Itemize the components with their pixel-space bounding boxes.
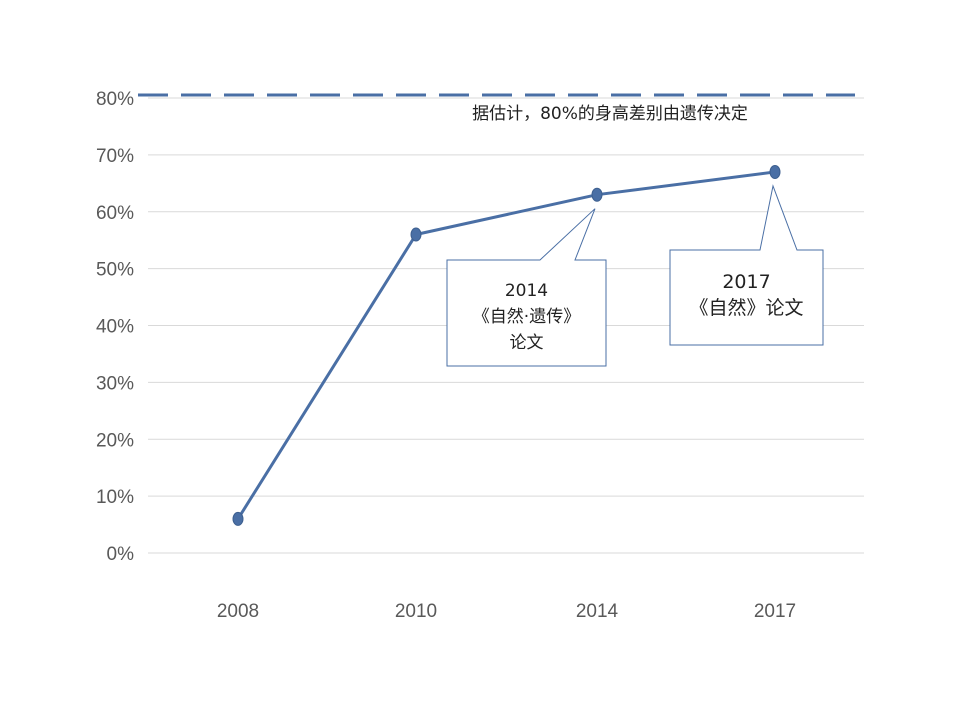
x-tick-label: 2010 [395, 601, 437, 622]
x-tick-label: 2014 [576, 601, 619, 622]
data-point [410, 227, 422, 242]
data-series [232, 164, 781, 526]
y-axis-tick-labels: 0% 10% 20% 30% 40% 50% 60% 70% 80% [96, 89, 134, 565]
callout-text: 2017 [722, 271, 770, 293]
callout-text: 论文 [510, 333, 544, 353]
y-tick-label: 50% [96, 260, 134, 281]
data-point [232, 511, 244, 526]
series-line [236, 170, 776, 520]
data-point [591, 187, 603, 202]
callout-text: 《自然·遗传》 [473, 307, 580, 327]
x-axis-tick-labels: 2008 2010 2014 2017 [217, 601, 796, 622]
callout-text: 2014 [505, 281, 548, 301]
callout-box [669, 184, 824, 346]
y-tick-label: 80% [96, 89, 134, 110]
y-tick-label: 40% [96, 317, 134, 338]
y-tick-label: 0% [107, 544, 135, 565]
x-tick-label: 2008 [217, 601, 259, 622]
y-tick-label: 20% [96, 430, 134, 451]
data-point [769, 164, 781, 179]
callouts: 2014 《自然·遗传》论文 2017 《自然》论文 [446, 184, 824, 367]
callout-box [446, 208, 607, 367]
y-tick-label: 10% [96, 487, 134, 508]
reference-line-annotation: 据估计，80%的身高差别由遗传决定 [472, 104, 748, 124]
y-tick-label: 30% [96, 373, 134, 394]
y-tick-label: 60% [96, 203, 134, 224]
y-tick-label: 70% [96, 146, 134, 167]
callout-text: 《自然》论文 [689, 297, 803, 319]
x-tick-label: 2017 [754, 601, 796, 622]
